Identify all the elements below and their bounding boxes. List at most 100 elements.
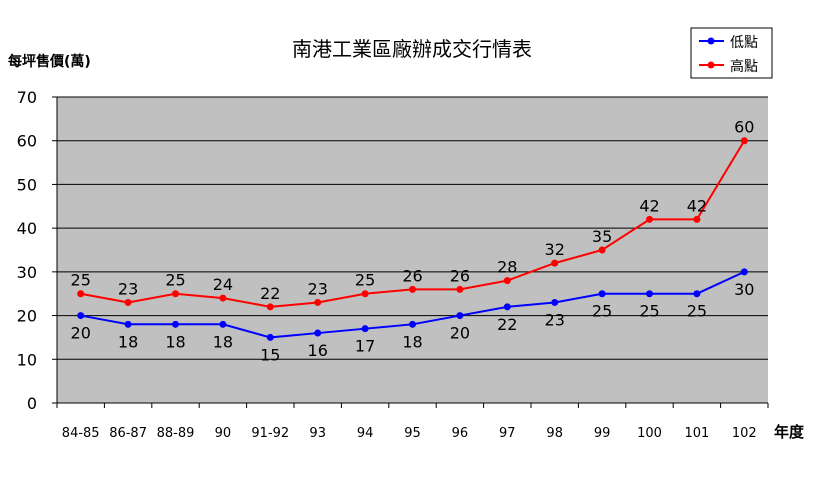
data-point-high xyxy=(219,294,227,302)
data-label-low: 17 xyxy=(355,337,375,356)
data-label-low: 30 xyxy=(734,280,754,299)
data-point-high xyxy=(503,277,511,285)
data-point-high xyxy=(409,285,416,293)
data-point-low xyxy=(314,329,322,337)
y-tick-label: 50 xyxy=(17,175,37,194)
data-label-low: 18 xyxy=(165,332,185,351)
x-tick-label: 91-92 xyxy=(251,426,289,441)
legend-marker-high xyxy=(707,61,715,69)
legend: 低點 高點 xyxy=(690,27,773,79)
data-point-low xyxy=(740,268,748,276)
y-tick-label: 20 xyxy=(17,307,37,326)
data-label-high: 42 xyxy=(687,196,707,215)
data-label-low: 22 xyxy=(497,315,517,334)
data-point-low xyxy=(693,290,701,298)
gridlines xyxy=(57,96,768,360)
data-point-low xyxy=(598,290,606,298)
data-label-high: 26 xyxy=(402,266,422,285)
data-point-high xyxy=(266,303,274,311)
data-label-high: 28 xyxy=(497,258,517,277)
data-labels: 20 18 18 18 15 16 17 18 20 22 23 25 25 25 30 25 23 25 24 22… xyxy=(71,118,755,365)
x-tick-label: 97 xyxy=(499,426,516,441)
data-label-low: 18 xyxy=(402,332,422,351)
data-label-high: 23 xyxy=(308,279,328,298)
data-point-low xyxy=(646,290,653,298)
data-point-high xyxy=(598,246,606,254)
data-label-high: 60 xyxy=(734,118,754,137)
data-point-high xyxy=(314,298,322,306)
data-point-high xyxy=(172,290,179,298)
data-point-high xyxy=(77,290,85,298)
data-point-high xyxy=(551,259,559,267)
x-tick-label: 98 xyxy=(546,426,563,441)
y-tick-label: 10 xyxy=(17,350,37,369)
data-label-high: 24 xyxy=(213,275,233,294)
data-label-low: 20 xyxy=(450,324,470,343)
x-tick-label: 100 xyxy=(637,426,662,441)
x-tick-label: 86-87 xyxy=(109,426,147,441)
data-label-low: 25 xyxy=(639,302,659,321)
legend-label-high: 高點 xyxy=(730,58,758,75)
data-point-low xyxy=(172,320,179,328)
x-tick-labels: 84-85 86-87 88-89 90 91-92 93 94 95 96 97 98 99 100 1… xyxy=(62,426,757,441)
data-label-low: 18 xyxy=(118,332,138,351)
y-tick-label: 0 xyxy=(27,394,37,413)
legend-box xyxy=(690,27,773,79)
data-point-high xyxy=(124,298,132,306)
series-points xyxy=(77,137,748,341)
data-point-low xyxy=(409,320,416,328)
y-axis-label: 每坪售價(萬) xyxy=(8,53,91,70)
data-label-high: 25 xyxy=(165,271,185,290)
data-label-high: 32 xyxy=(545,240,565,259)
data-point-low xyxy=(124,320,132,328)
data-point-high xyxy=(693,215,701,223)
data-point-low xyxy=(266,333,274,341)
data-label-high: 35 xyxy=(592,227,612,246)
x-tick-label: 88-89 xyxy=(157,426,195,441)
data-point-low xyxy=(456,312,464,320)
x-tick-label: 94 xyxy=(357,426,374,441)
data-label-high: 26 xyxy=(450,266,470,285)
data-label-high: 25 xyxy=(71,271,91,290)
data-label-high: 42 xyxy=(639,196,659,215)
y-tick-label: 60 xyxy=(17,132,37,151)
data-point-low xyxy=(77,312,85,320)
x-tick-label: 90 xyxy=(215,426,232,441)
legend-label-low: 低點 xyxy=(730,35,758,51)
plot-area xyxy=(57,97,768,403)
x-tick-label: 95 xyxy=(404,426,421,441)
chart-title: 南港工業區廠辦成交行情表 xyxy=(292,37,532,61)
data-label-low: 18 xyxy=(213,332,233,351)
x-tick-label: 84-85 xyxy=(62,426,100,441)
data-label-high: 25 xyxy=(355,271,375,290)
data-point-low xyxy=(361,325,369,333)
y-tick-labels: 0 10 20 30 40 50 60 70 xyxy=(17,88,37,413)
legend-marker-low xyxy=(707,37,715,45)
x-tick-label: 93 xyxy=(309,426,326,441)
data-point-low xyxy=(551,298,559,306)
data-label-high: 22 xyxy=(260,284,280,303)
data-point-low xyxy=(219,320,227,328)
x-tick-label: 101 xyxy=(684,426,709,441)
data-point-low xyxy=(503,303,511,311)
data-label-low: 23 xyxy=(545,310,565,329)
data-point-high xyxy=(361,290,369,298)
y-tick-label: 30 xyxy=(17,263,37,282)
x-tick-label: 99 xyxy=(594,426,611,441)
y-tick-label: 40 xyxy=(17,219,37,238)
data-point-high xyxy=(740,137,748,145)
data-label-low: 15 xyxy=(260,345,280,364)
x-tick-label: 96 xyxy=(452,426,469,441)
data-point-high xyxy=(646,215,653,223)
data-label-low: 16 xyxy=(308,341,328,360)
data-label-low: 25 xyxy=(687,302,707,321)
y-tick-label: 70 xyxy=(17,88,37,107)
data-label-low: 25 xyxy=(592,302,612,321)
data-label-high: 23 xyxy=(118,279,138,298)
x-tick-label: 102 xyxy=(732,426,757,441)
x-axis-label: 年度 xyxy=(774,423,805,441)
data-label-low: 20 xyxy=(71,324,91,343)
axes xyxy=(52,96,769,408)
data-point-high xyxy=(456,285,464,293)
